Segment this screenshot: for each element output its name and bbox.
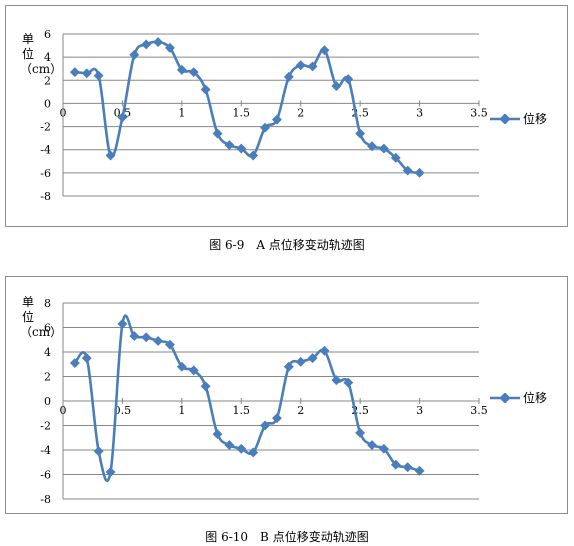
chart-b-data-point (402, 462, 413, 473)
chart-a-data-point (188, 67, 199, 78)
chart-a-y-tick-label: 0 (44, 97, 51, 110)
chart-b-x-tick-label: 1.5 (233, 404, 251, 417)
chart-a-data-point (236, 143, 247, 154)
chart-a-y-tick-label: -4 (40, 144, 51, 157)
chart-b-y-tick-label: -4 (40, 444, 51, 457)
chart-b-x-tick-label: 2 (297, 404, 304, 417)
chart-a-data-point (141, 39, 152, 50)
legend-marker-icon (490, 392, 520, 403)
chart-a-data-point (414, 167, 425, 178)
chart-b-x-tick-label: 3 (416, 404, 423, 417)
chart-b-data-point (176, 361, 187, 372)
chart-a-data-point (367, 141, 377, 152)
chart-a-data-point (117, 112, 128, 123)
chart-b-data-point (212, 429, 223, 440)
chart-a-y-tick-label: 4 (44, 51, 51, 64)
chart-a-caption: 图 6-9 A 点位移变动轨迹图 (209, 238, 365, 252)
chart-a-data-point (355, 128, 366, 139)
chart-a-y-tick-label: -6 (40, 167, 51, 180)
chart-b-data-point (188, 365, 199, 376)
chart-b-y-tick-label: 0 (44, 395, 51, 408)
chart-a-data-point (212, 128, 223, 139)
chart-b-data-point (93, 446, 104, 457)
chart-a-x-tick-label: 1 (178, 106, 185, 119)
chart-a-x-tick-label: 1.5 (233, 106, 251, 119)
chart-b-data-point (224, 440, 235, 451)
chart-a-x-tick-label: 0 (60, 106, 67, 119)
chart-b-series-line (73, 314, 420, 482)
chart-b-x-tick-label: 0 (60, 404, 67, 417)
chart-a-legend: 位移 (490, 110, 547, 127)
chart-b-data-point (283, 361, 294, 372)
chart-b-data-point (367, 440, 377, 451)
chart-a-x-tick-label: 3 (416, 106, 423, 119)
chart-b-data-point (141, 332, 152, 343)
chart-b-data-point (200, 381, 211, 392)
chart-b-data-point (390, 459, 401, 470)
chart-a-data-point (224, 140, 235, 151)
chart-b-y-tick-label: -2 (40, 420, 51, 433)
chart-b-y-tick-label: 8 (44, 297, 51, 310)
chart-b-data-point (295, 356, 306, 367)
chart-a-data-point (176, 64, 187, 75)
chart-b-data-point (248, 447, 259, 458)
chart-a-data-point (248, 150, 259, 161)
chart-a-data-point (200, 84, 211, 95)
chart-a-data-point (129, 49, 140, 60)
chart-b-data-point (260, 420, 271, 431)
chart-a-y-tick-label: 6 (44, 28, 51, 41)
chart-a-data-point (390, 152, 401, 163)
chart-a-data-point (93, 70, 104, 81)
chart-b-y-tick-label: 4 (44, 346, 51, 359)
chart-a-data-point (343, 74, 354, 85)
chart-b-x-tick-label: 0.5 (114, 404, 132, 417)
chart-b-caption: 图 6-10 B 点位移变动轨迹图 (205, 530, 369, 544)
chart-b-data-point (81, 353, 92, 364)
chart-b-frame: 单位（cm） 8 6 4 2 0 -2 -4 -6 -8 0 0.5 1 1.5 2 2.5 3 3.5 位移 (5, 276, 568, 514)
chart-a-data-point (331, 81, 342, 92)
chart-a-y-tick-label: 2 (44, 74, 51, 87)
chart-b-data-point (355, 427, 366, 438)
chart-b-y-tick-label: 2 (44, 371, 51, 384)
chart-b-data-point (165, 339, 175, 350)
chart-a-x-tick-label: 2 (297, 106, 304, 119)
chart-a-y-tick-label: -2 (40, 121, 51, 134)
chart-a-data-point (402, 165, 413, 176)
chart-a-data-point (295, 60, 306, 71)
chart-b-data-point (414, 465, 425, 476)
chart-b-y-tick-label: 6 (44, 322, 51, 335)
chart-b-data-point (153, 336, 164, 346)
chart-b-legend: 位移 (490, 389, 547, 406)
chart-a-data-point (378, 143, 389, 154)
chart-a-legend-label: 位移 (523, 112, 548, 126)
chart-b-x-tick-label: 1 (178, 404, 185, 417)
chart-a-data-point (69, 67, 80, 78)
chart-b-legend-label: 位移 (523, 391, 548, 405)
chart-b-x-tick-label: 3.5 (470, 404, 488, 417)
chart-b-y-tick-label: -6 (40, 469, 51, 482)
chart-b-data-point (69, 358, 80, 368)
chart-a-data-point (105, 150, 116, 161)
chart-b-data-point (129, 331, 140, 342)
chart-a-data-point (153, 37, 164, 48)
chart-a-x-tick-label: 3.5 (470, 106, 488, 119)
chart-b-data-point (117, 318, 128, 329)
chart-a-data-point (165, 42, 175, 53)
legend-marker-icon (490, 113, 520, 124)
chart-b-data-point (105, 467, 116, 477)
chart-b-data-point (331, 375, 342, 386)
chart-b-y-tick-label: -8 (40, 493, 51, 506)
chart-a-y-tick-label: -8 (40, 190, 51, 203)
chart-b-data-point (236, 443, 247, 454)
